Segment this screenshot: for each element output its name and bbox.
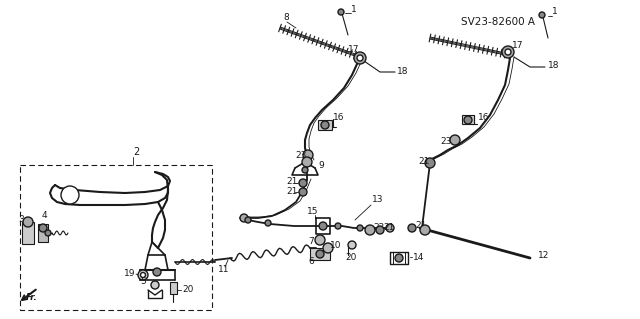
- Circle shape: [302, 167, 308, 173]
- Text: 17: 17: [348, 46, 360, 55]
- Text: 12: 12: [538, 251, 549, 261]
- Circle shape: [245, 217, 251, 223]
- Circle shape: [153, 268, 161, 276]
- Text: 16: 16: [478, 114, 490, 122]
- Circle shape: [23, 217, 33, 227]
- Bar: [462, 115, 474, 124]
- Circle shape: [265, 220, 271, 226]
- Text: 8: 8: [283, 13, 289, 23]
- Text: 11: 11: [218, 265, 230, 275]
- Text: 16: 16: [333, 114, 344, 122]
- Bar: [318, 120, 332, 130]
- Circle shape: [354, 52, 366, 64]
- Text: 9: 9: [318, 160, 324, 169]
- Circle shape: [464, 116, 472, 124]
- Circle shape: [240, 214, 248, 222]
- Circle shape: [505, 49, 511, 55]
- Text: 10: 10: [330, 241, 342, 249]
- Text: 19: 19: [124, 270, 136, 278]
- Circle shape: [299, 179, 307, 187]
- Circle shape: [45, 230, 51, 236]
- Text: 21: 21: [286, 176, 298, 186]
- Circle shape: [338, 9, 344, 15]
- Circle shape: [357, 55, 363, 61]
- Bar: [38, 224, 48, 242]
- Circle shape: [316, 250, 324, 258]
- Circle shape: [386, 224, 394, 232]
- Circle shape: [539, 12, 545, 18]
- Text: 23: 23: [440, 137, 451, 146]
- Circle shape: [299, 188, 307, 196]
- Text: 3: 3: [18, 216, 24, 225]
- Bar: [170, 282, 177, 294]
- Text: 20: 20: [345, 254, 356, 263]
- Text: 21: 21: [286, 187, 298, 196]
- Text: 7: 7: [308, 236, 314, 246]
- Text: 21: 21: [418, 158, 429, 167]
- Circle shape: [425, 158, 435, 168]
- Text: 5: 5: [140, 278, 146, 286]
- Text: SV23-82600 A: SV23-82600 A: [461, 17, 535, 27]
- Text: 18: 18: [548, 62, 559, 70]
- Text: 21: 21: [383, 224, 394, 233]
- Circle shape: [141, 272, 145, 278]
- Text: 18: 18: [397, 66, 408, 76]
- Text: 6: 6: [308, 257, 314, 266]
- Circle shape: [395, 254, 403, 262]
- Text: 17: 17: [512, 41, 524, 49]
- Text: 20: 20: [182, 286, 193, 294]
- Text: 1: 1: [351, 5, 356, 14]
- Circle shape: [151, 281, 159, 289]
- Bar: [310, 248, 330, 260]
- Circle shape: [420, 225, 430, 235]
- Text: 14: 14: [413, 253, 424, 262]
- Circle shape: [302, 157, 312, 167]
- Text: 22: 22: [373, 224, 384, 233]
- Circle shape: [408, 224, 416, 232]
- Bar: [22, 222, 34, 244]
- Circle shape: [321, 121, 329, 129]
- Circle shape: [319, 222, 327, 230]
- Text: 2: 2: [133, 147, 140, 157]
- Circle shape: [357, 225, 363, 231]
- Circle shape: [315, 235, 325, 245]
- Text: 13: 13: [372, 196, 383, 204]
- Text: 21: 21: [415, 221, 426, 231]
- Text: 23: 23: [295, 151, 307, 160]
- Circle shape: [348, 241, 356, 249]
- Circle shape: [138, 270, 148, 280]
- Circle shape: [365, 225, 375, 235]
- Circle shape: [450, 135, 460, 145]
- Circle shape: [335, 223, 341, 229]
- Circle shape: [303, 150, 313, 160]
- Text: Fr.: Fr.: [26, 293, 38, 302]
- Circle shape: [39, 224, 47, 232]
- Circle shape: [376, 226, 384, 234]
- Text: 1: 1: [552, 8, 557, 17]
- Text: 15: 15: [307, 207, 319, 217]
- Circle shape: [61, 186, 79, 204]
- Circle shape: [323, 243, 333, 253]
- Text: 4: 4: [42, 211, 47, 220]
- Circle shape: [502, 46, 514, 58]
